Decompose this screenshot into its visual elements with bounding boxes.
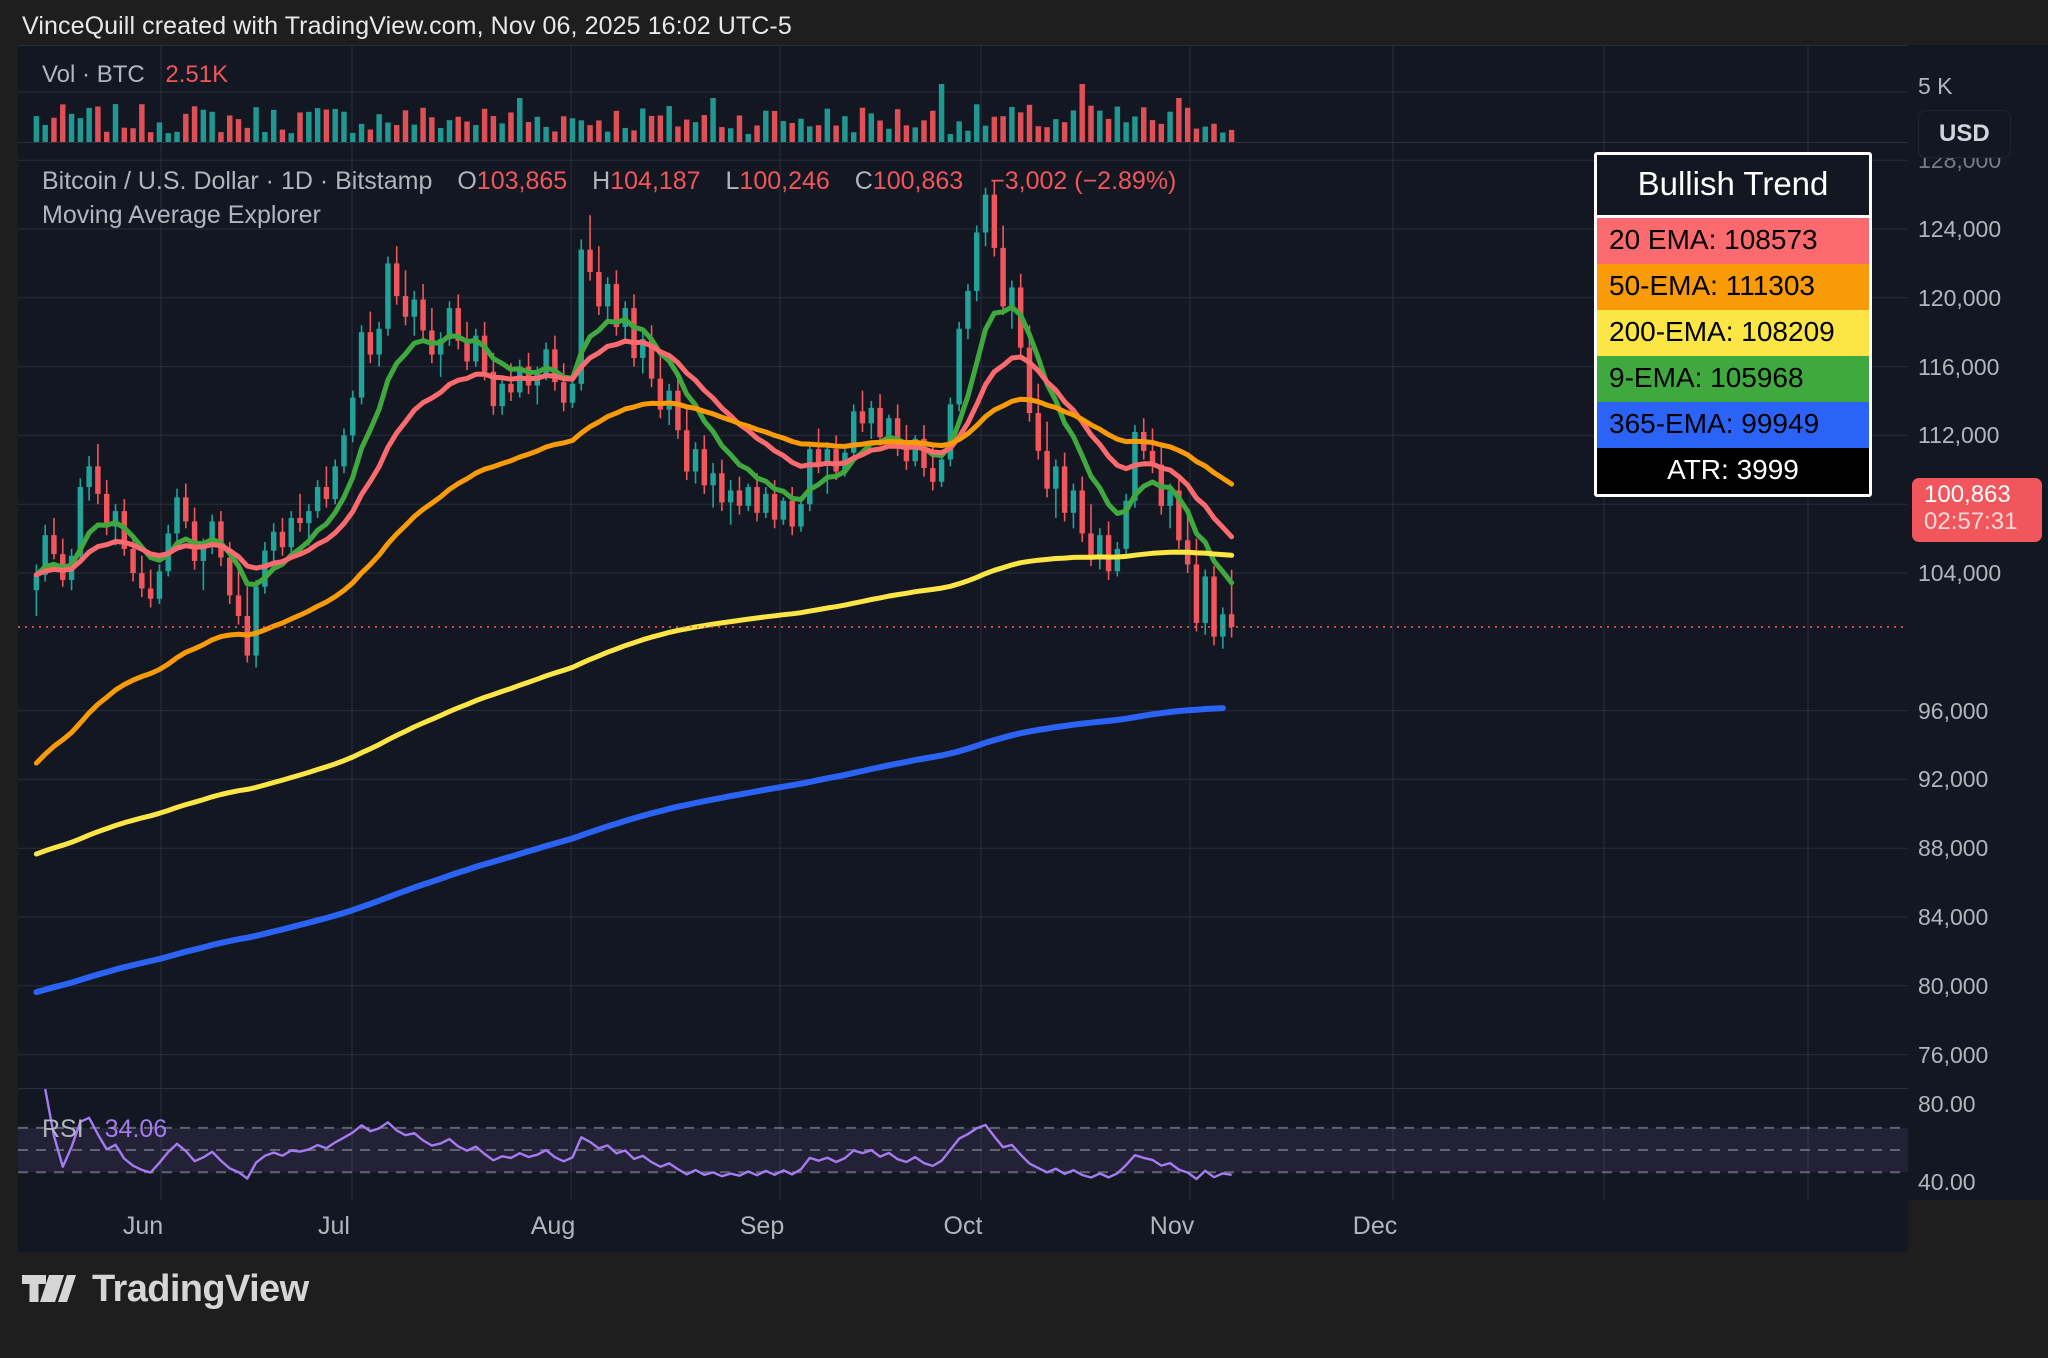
currency-badge[interactable]: USD	[1918, 110, 2011, 158]
volume-legend: Vol · BTC 2.51K	[42, 61, 228, 89]
price-tick-124000: 124,000	[1918, 216, 2002, 242]
price-tick-116000: 116,000	[1918, 353, 2000, 380]
time-axis[interactable]: Jun Jul Aug Sep Oct Nov Dec	[18, 1200, 1908, 1252]
trend-row-5: ATR: 3999	[1597, 448, 1869, 494]
rsi-tick-4000: 40.00	[1918, 1169, 1976, 1195]
trend-row-0: 20 EMA: 108573	[1597, 218, 1869, 264]
trend-panel-rows: 20 EMA: 108573 50-EMA: 111303 200-EMA: 108…	[1597, 218, 1869, 494]
trend-row-2: 200-EMA: 108209	[1597, 310, 1869, 356]
attribution-text: VinceQuill created with TradingView.com,…	[22, 12, 792, 40]
trend-row-3: 9-EMA: 105968	[1597, 356, 1869, 402]
price-tick-104000: 104,000	[1918, 560, 2002, 586]
moving-average-explorer-panel[interactable]: Bullish Trend 20 EMA: 108573 50-EMA: 1113…	[1594, 152, 1872, 497]
price-tick-80000: 80,000	[1918, 972, 1989, 999]
tradingview-mark-icon	[22, 1274, 76, 1302]
time-label-jun: Jun	[122, 1212, 164, 1240]
price-tick-76000: 76,000	[1918, 1041, 1989, 1068]
tradingview-wordmark: TradingView	[92, 1268, 309, 1310]
trend-row-1: 50-EMA: 111303	[1597, 264, 1869, 310]
volume-axis-tick: 5 K	[1918, 73, 1953, 99]
time-label-aug: Aug	[530, 1212, 576, 1240]
time-label-oct: Oct	[943, 1212, 983, 1240]
bar-countdown: 02:57:31	[1924, 507, 2018, 535]
rsi-tick-8000: 80.00	[1918, 1091, 1976, 1117]
volume-legend-value: 2.51K	[165, 61, 229, 88]
price-tick-120000: 120,000	[1918, 284, 2002, 311]
trend-panel-title: Bullish Trend	[1597, 155, 1869, 215]
time-label-jul: Jul	[318, 1212, 350, 1240]
trend-row-4: 365-EMA: 99949	[1597, 402, 1869, 448]
volume-legend-label: Vol · BTC	[42, 61, 145, 88]
current-price-value: 100,863	[1924, 481, 2011, 508]
time-label-dec: Dec	[1352, 1212, 1398, 1240]
current-price-tag: 100,863 02:57:31	[1912, 478, 2042, 542]
price-axis[interactable]: 5 K 128,000 124,000 120,000 116,000 112,000 10…	[1908, 45, 2048, 1200]
price-tick-112000: 112,000	[1918, 422, 2000, 449]
time-label-nov: Nov	[1149, 1212, 1195, 1240]
price-tick-92000: 92,000	[1918, 766, 1989, 793]
chart-canvas[interactable]	[18, 45, 1908, 1200]
price-tick-88000: 88,000	[1918, 835, 1989, 862]
tradingview-logo: TradingView	[22, 1268, 309, 1311]
price-tick-96000: 96,000	[1918, 697, 1989, 724]
time-label-sep: Sep	[739, 1212, 785, 1240]
price-tick-84000: 84,000	[1918, 904, 1989, 930]
